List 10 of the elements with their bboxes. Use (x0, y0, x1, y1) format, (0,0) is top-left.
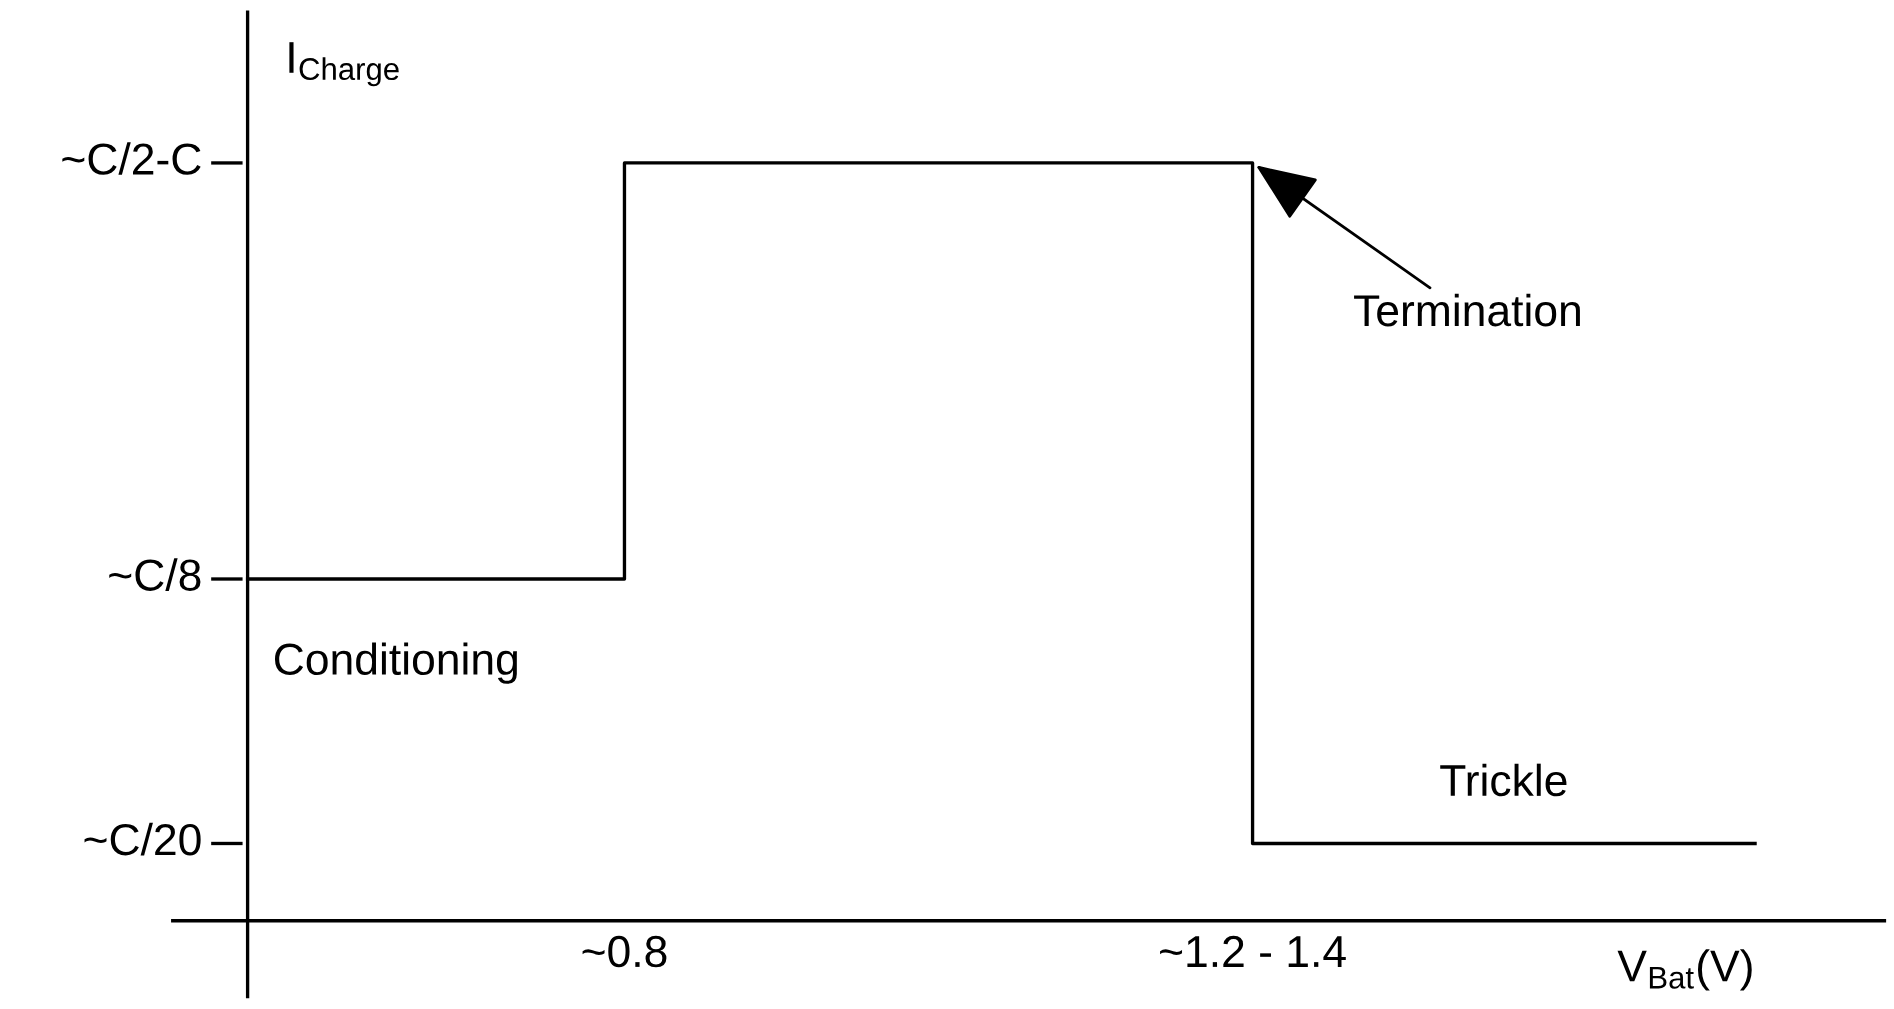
annotation: Conditioning (274, 642, 517, 684)
y-axis-title: I$_{Charge}$ (289, 42, 399, 87)
annotation: Termination (1354, 293, 1580, 327)
annotation: ~C/20 (84, 822, 201, 856)
annotation: ~C/8 (109, 558, 201, 591)
x-tick-label: ~1.2 - 1.4 (1160, 935, 1346, 967)
x-tick-label: ~0.8 (582, 935, 667, 968)
x-axis-title: V$_{Bat}$(V) (1617, 949, 1752, 991)
annotation: ~C/2-C (62, 142, 201, 175)
annotation: Trickle (1440, 763, 1567, 797)
